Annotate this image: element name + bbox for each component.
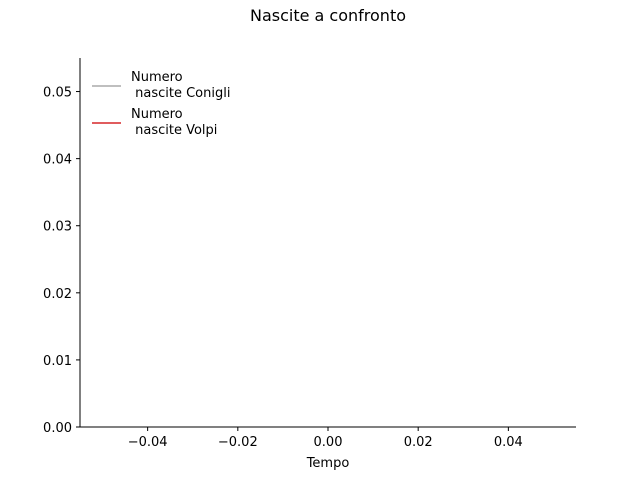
x-axis-label: Tempo — [306, 456, 350, 471]
y-tick-label: 0.02 — [43, 287, 72, 302]
y-tick-label: 0.03 — [43, 220, 72, 235]
legend-label: Numero nascite Volpi — [131, 107, 217, 138]
y-tick-label: 0.00 — [43, 421, 72, 436]
x-tick-label: 0.02 — [404, 435, 433, 450]
y-tick-label: 0.05 — [43, 86, 72, 101]
y-tick-label: 0.01 — [43, 354, 72, 369]
y-tick-label: 0.04 — [43, 153, 72, 168]
x-tick-label: −0.02 — [218, 435, 258, 450]
x-tick-label: 0.00 — [314, 435, 343, 450]
x-tick-label: −0.04 — [128, 435, 168, 450]
chart-title: Nascite a confronto — [250, 6, 406, 25]
x-tick-label: 0.04 — [494, 435, 523, 450]
legend-label: Numero nascite Conigli — [131, 70, 230, 101]
y-axis-ticks: 0.00 0.01 0.02 0.03 0.04 0.05 — [43, 86, 80, 436]
legend: Numero nascite Conigli Numero nascite Vol… — [92, 70, 230, 138]
x-axis-ticks: −0.04 −0.02 0.00 0.02 0.04 — [128, 427, 523, 450]
